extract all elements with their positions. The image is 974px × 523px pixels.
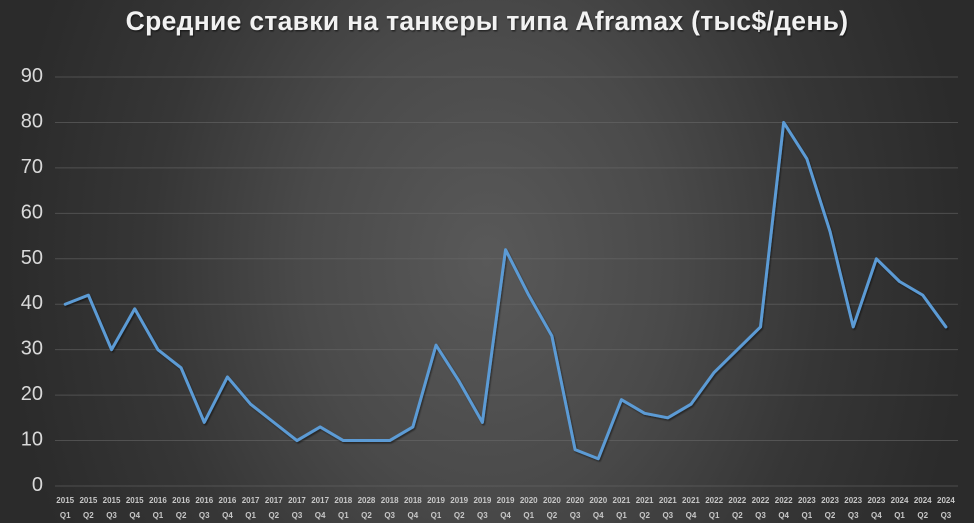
svg-text:Q4: Q4 [593, 511, 604, 520]
svg-text:0: 0 [32, 474, 43, 496]
svg-text:Q3: Q3 [941, 511, 952, 520]
svg-text:2022: 2022 [775, 496, 793, 505]
svg-text:2021: 2021 [636, 496, 654, 505]
svg-text:80: 80 [21, 110, 43, 132]
svg-text:2017: 2017 [311, 496, 329, 505]
svg-text:2019: 2019 [427, 496, 445, 505]
svg-text:Q3: Q3 [662, 511, 673, 520]
svg-text:2028: 2028 [358, 496, 376, 505]
svg-text:Q1: Q1 [245, 511, 256, 520]
svg-text:Q1: Q1 [431, 511, 442, 520]
svg-text:2022: 2022 [728, 496, 746, 505]
svg-text:Q1: Q1 [616, 511, 627, 520]
svg-text:2015: 2015 [56, 496, 74, 505]
svg-text:Q1: Q1 [802, 511, 813, 520]
svg-text:30: 30 [21, 338, 43, 360]
svg-text:Q1: Q1 [60, 511, 71, 520]
svg-text:Q2: Q2 [732, 511, 743, 520]
svg-text:2016: 2016 [195, 496, 213, 505]
svg-text:Q4: Q4 [315, 511, 326, 520]
svg-text:50: 50 [21, 247, 43, 269]
svg-text:2024: 2024 [891, 496, 909, 505]
svg-text:2019: 2019 [450, 496, 468, 505]
svg-text:Q4: Q4 [686, 511, 697, 520]
svg-text:2022: 2022 [752, 496, 770, 505]
svg-text:2021: 2021 [613, 496, 631, 505]
svg-text:2023: 2023 [867, 496, 885, 505]
svg-text:Q3: Q3 [384, 511, 395, 520]
svg-text:2023: 2023 [821, 496, 839, 505]
svg-text:2024: 2024 [937, 496, 955, 505]
svg-text:Q3: Q3 [755, 511, 766, 520]
svg-text:40: 40 [21, 292, 43, 314]
svg-text:Q2: Q2 [547, 511, 558, 520]
svg-text:Q4: Q4 [408, 511, 419, 520]
svg-text:Q1: Q1 [338, 511, 349, 520]
svg-text:2017: 2017 [242, 496, 260, 505]
svg-text:2024: 2024 [914, 496, 932, 505]
svg-text:Q3: Q3 [106, 511, 117, 520]
svg-text:20: 20 [21, 383, 43, 405]
svg-text:2018: 2018 [381, 496, 399, 505]
svg-text:Q1: Q1 [523, 511, 534, 520]
svg-text:2016: 2016 [149, 496, 167, 505]
svg-text:2017: 2017 [288, 496, 306, 505]
svg-text:2020: 2020 [520, 496, 538, 505]
svg-text:2023: 2023 [844, 496, 862, 505]
svg-text:60: 60 [21, 201, 43, 223]
svg-text:Q1: Q1 [153, 511, 164, 520]
svg-text:Q2: Q2 [268, 511, 279, 520]
svg-text:Q2: Q2 [639, 511, 650, 520]
svg-text:2018: 2018 [334, 496, 352, 505]
svg-text:2021: 2021 [682, 496, 700, 505]
svg-text:Q3: Q3 [848, 511, 859, 520]
svg-text:Q4: Q4 [500, 511, 511, 520]
svg-text:10: 10 [21, 429, 43, 451]
svg-text:2016: 2016 [219, 496, 237, 505]
svg-text:2023: 2023 [798, 496, 816, 505]
svg-text:2021: 2021 [659, 496, 677, 505]
svg-text:Q4: Q4 [129, 511, 140, 520]
svg-text:Q2: Q2 [454, 511, 465, 520]
svg-text:Q2: Q2 [917, 511, 928, 520]
svg-text:Q3: Q3 [477, 511, 488, 520]
svg-text:Q4: Q4 [778, 511, 789, 520]
svg-text:2015: 2015 [126, 496, 144, 505]
svg-text:Q2: Q2 [176, 511, 187, 520]
svg-text:2015: 2015 [79, 496, 97, 505]
svg-text:2019: 2019 [497, 496, 515, 505]
svg-text:2016: 2016 [172, 496, 190, 505]
svg-text:2020: 2020 [566, 496, 584, 505]
svg-text:70: 70 [21, 156, 43, 178]
svg-text:Q2: Q2 [361, 511, 372, 520]
svg-text:2017: 2017 [265, 496, 283, 505]
svg-text:Q1: Q1 [709, 511, 720, 520]
svg-text:90: 90 [21, 65, 43, 87]
svg-text:Q1: Q1 [894, 511, 905, 520]
svg-text:Q4: Q4 [871, 511, 882, 520]
svg-text:Q2: Q2 [825, 511, 836, 520]
svg-text:2022: 2022 [705, 496, 723, 505]
svg-text:2020: 2020 [589, 496, 607, 505]
svg-text:2018: 2018 [404, 496, 422, 505]
svg-text:2019: 2019 [473, 496, 491, 505]
svg-text:Q4: Q4 [222, 511, 233, 520]
svg-text:Q2: Q2 [83, 511, 94, 520]
svg-text:Q3: Q3 [199, 511, 210, 520]
svg-text:2015: 2015 [103, 496, 121, 505]
svg-text:Q3: Q3 [292, 511, 303, 520]
svg-text:Q3: Q3 [570, 511, 581, 520]
svg-text:2020: 2020 [543, 496, 561, 505]
